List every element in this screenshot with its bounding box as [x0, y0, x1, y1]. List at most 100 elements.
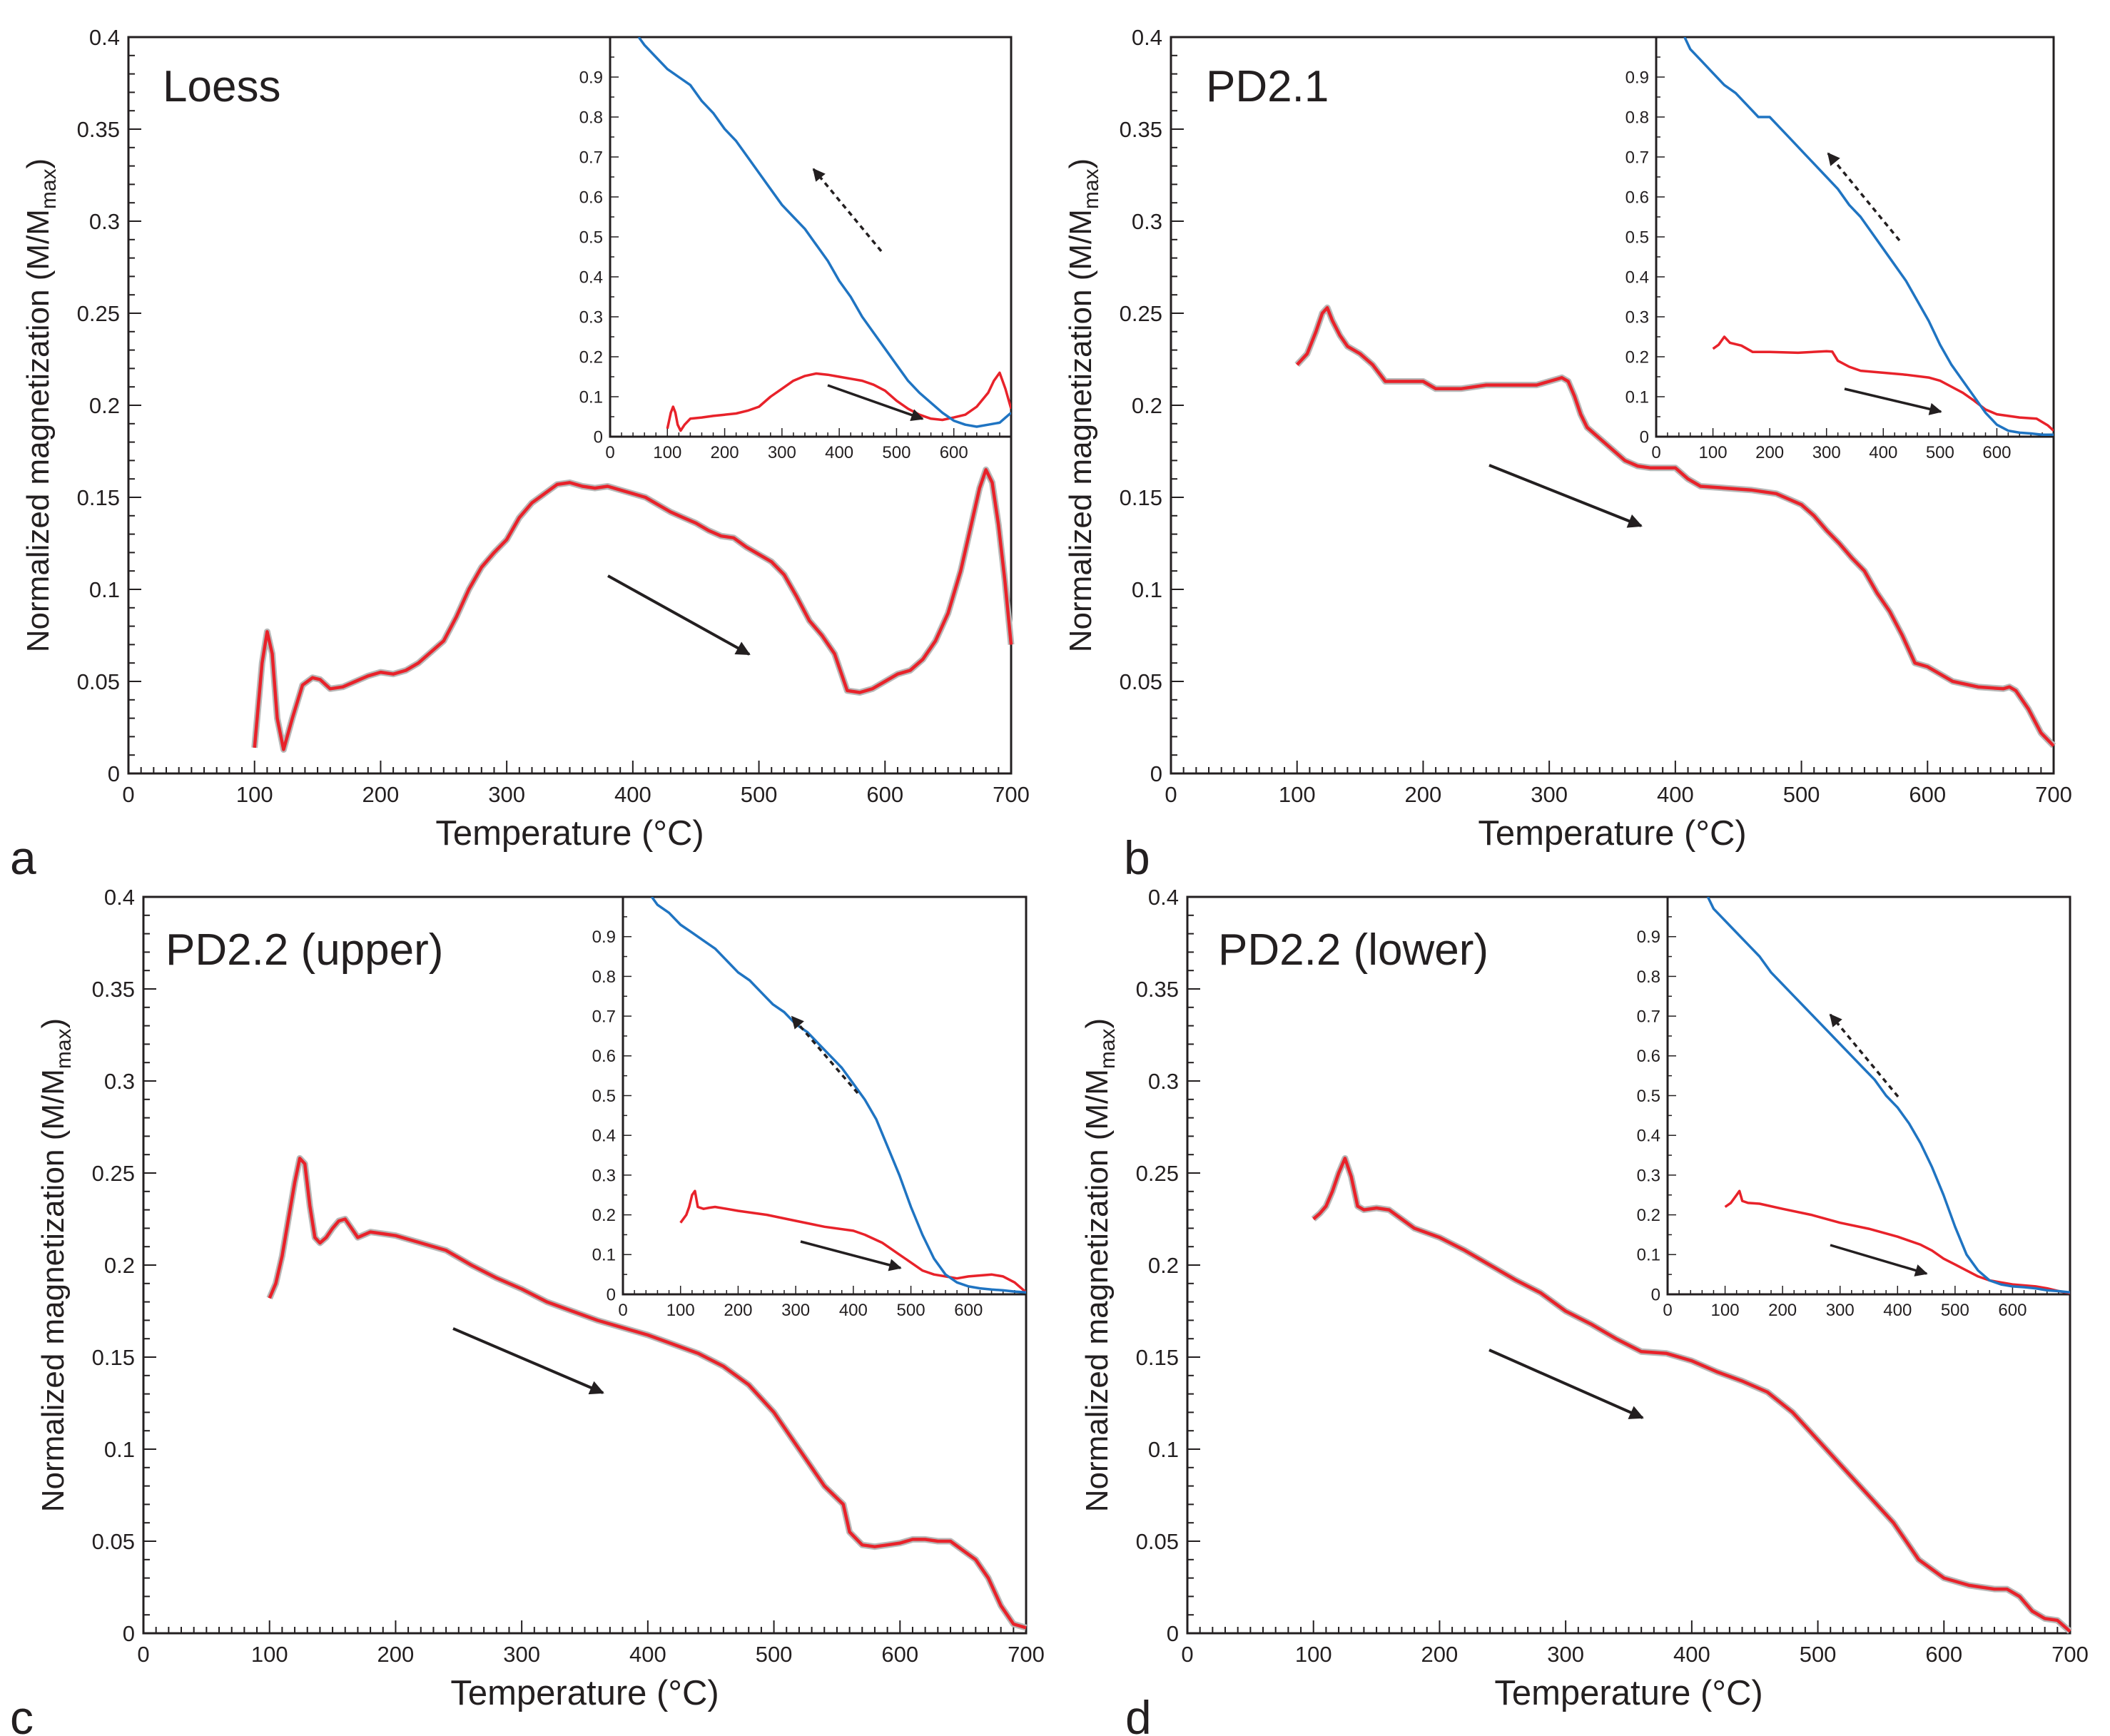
inset-x-tick-label: 400: [839, 1301, 868, 1320]
inset-x-tick-label: 300: [781, 1301, 810, 1320]
main-y-tick-label: 0.35: [77, 117, 120, 142]
inset-y-tick-label: 0.8: [1625, 108, 1649, 127]
main-x-tick-label: 500: [1783, 782, 1820, 807]
inset-y-tick-label: 0.4: [1637, 1127, 1660, 1146]
y-axis-title-subscript: max: [1080, 168, 1103, 209]
main-y-tick-label: 0.35: [1136, 977, 1179, 1002]
inset-x-tick-label: 100: [666, 1301, 695, 1320]
inset-y-tick-label: 0.9: [1637, 928, 1660, 947]
cooling-curve-inset: [650, 897, 1026, 1294]
y-axis-title-subscript: max: [1096, 1028, 1120, 1069]
main-x-tick-label: 400: [614, 782, 651, 807]
panel-letter: b: [1124, 831, 1150, 884]
inset-y-tick-label: 0: [607, 1285, 616, 1304]
inset-x-tick-label: 300: [1826, 1301, 1855, 1320]
inset-y-tick-label: 0.2: [1637, 1206, 1660, 1225]
main-x-tick-label: 100: [236, 782, 273, 807]
heating-curve: [1312, 1157, 2071, 1633]
heating-direction-arrow: [1488, 1349, 1644, 1419]
main-x-tick-label: 500: [756, 1642, 793, 1667]
main-x-tick-label: 100: [251, 1642, 288, 1667]
inset-y-tick-label: 0.9: [1625, 68, 1649, 87]
inset-y-tick-label: 0.2: [579, 347, 603, 367]
y-axis-title-main: Normalized magnetization (M/M: [21, 209, 56, 652]
sample-label: PD2.2 (lower): [1218, 925, 1488, 975]
inset-plot-area: [637, 37, 1011, 432]
y-axis-title-close: ): [1063, 158, 1098, 169]
heating-curve: [253, 468, 1013, 751]
inset-x-tick-label: 500: [882, 443, 911, 462]
main-x-tick-label: 700: [993, 782, 1030, 807]
main-x-tick-label: 400: [1657, 782, 1694, 807]
inset-y-tick-label: 0.9: [579, 68, 603, 87]
inset-y-tick-label: 0.2: [1625, 347, 1649, 367]
inset-y-tick-label: 0.3: [1625, 308, 1649, 327]
inset-x-tick-label: 0: [1651, 443, 1660, 462]
y-axis-title: Normalized magnetization (M/Mmax): [1080, 1018, 1120, 1512]
heating-curve-inset: [679, 1189, 1026, 1294]
main-y-tick-label: 0.25: [77, 301, 120, 326]
inset-x-tick-label: 500: [897, 1301, 925, 1320]
inset-y-tick-label: 0.1: [1637, 1246, 1660, 1265]
y-axis-title-close: ): [21, 158, 56, 169]
inset-y-tick-label: 0.9: [592, 928, 616, 947]
inset-y-tick-label: 0.5: [579, 228, 603, 247]
heating-direction-arrow-inset: [1830, 1244, 1928, 1276]
y-axis-title-main: Normalized magnetization (M/M: [1063, 209, 1098, 652]
main-x-tick-label: 400: [629, 1642, 666, 1667]
main-y-tick-label: 0.15: [77, 485, 120, 510]
x-axis-title: Temperature (°C): [1494, 1674, 1762, 1712]
main-y-tick-label: 0.3: [89, 209, 120, 234]
main-y-tick-label: 0.15: [92, 1345, 135, 1370]
inset-y-tick-label: 0.3: [1637, 1166, 1660, 1185]
main-y-tick-label: 0.05: [1136, 1529, 1179, 1554]
main-y-tick-label: 0: [108, 761, 120, 786]
main-y-tick-label: 0.4: [1148, 885, 1179, 910]
inset-y-tick-label: 0.2: [592, 1206, 616, 1225]
main-y-tick-label: 0: [1167, 1621, 1179, 1646]
main-y-tick-label: 0.4: [1132, 25, 1162, 50]
main-y-tick-label: 0.1: [1132, 577, 1162, 602]
x-axis-title: Temperature (°C): [435, 814, 704, 853]
y-axis-title-subscript: max: [52, 1028, 76, 1069]
inset-x-tick-label: 200: [711, 443, 739, 462]
heating-direction-arrow: [452, 1327, 604, 1395]
main-x-tick-label: 300: [488, 782, 525, 807]
inset-y-tick-label: 0.1: [579, 387, 603, 407]
cooling-curve-inset: [1706, 897, 2070, 1294]
inset-y-tick-label: 0.6: [1625, 188, 1649, 207]
y-axis-title: Normalized magnetization (M/Mmax): [1063, 158, 1103, 652]
inset-x-tick-label: 0: [605, 443, 614, 462]
inset-y-tick-label: 0: [594, 427, 603, 447]
main-x-tick-label: 300: [1547, 1642, 1584, 1667]
inset-y-tick-label: 0.4: [592, 1127, 616, 1146]
heating-direction-arrow: [1488, 464, 1643, 528]
inset-y-tick-label: 0.8: [1637, 968, 1660, 987]
main-y-tick-label: 0.2: [89, 393, 120, 418]
inset-x-tick-label: 600: [954, 1301, 983, 1320]
main-y-tick-label: 0.05: [92, 1529, 135, 1554]
cooling-direction-arrow: [791, 1015, 859, 1095]
main-x-tick-label: 0: [1165, 782, 1177, 807]
main-x-tick-label: 0: [137, 1642, 149, 1667]
y-axis-title: Normalized magnetization (M/Mmax): [21, 158, 61, 652]
inset-frame: [1655, 36, 2055, 438]
main-x-tick-label: 600: [1925, 1642, 1962, 1667]
main-x-tick-label: 200: [377, 1642, 415, 1667]
inset-y-tick-label: 0.5: [592, 1087, 616, 1106]
inset-plot-area: [650, 897, 1026, 1294]
inset-chart-d: 0 100 200 300 400 500 600 0 0.1 0.2 0.3 0.4 0.5 0.6 0.…: [1637, 895, 2071, 1320]
inset-y-tick-label: 0.7: [592, 1007, 616, 1027]
main-y-tick-label: 0.3: [1148, 1069, 1179, 1094]
inset-y-tick-label: 0.7: [579, 148, 603, 167]
inset-y-tick-label: 0.4: [579, 268, 603, 287]
main-x-tick-label: 600: [866, 782, 903, 807]
inset-x-tick-label: 200: [1768, 1301, 1797, 1320]
heating-curve-inset: [1712, 335, 2054, 432]
cooling-curve-inset: [637, 37, 1011, 428]
inset-y-tick-label: 0.3: [579, 308, 603, 327]
main-y-tick-label: 0.15: [1136, 1345, 1179, 1370]
inset-x-tick-label: 400: [1869, 443, 1897, 462]
inset-frame: [1666, 895, 2071, 1296]
inset-x-tick-label: 0: [1663, 1301, 1672, 1320]
